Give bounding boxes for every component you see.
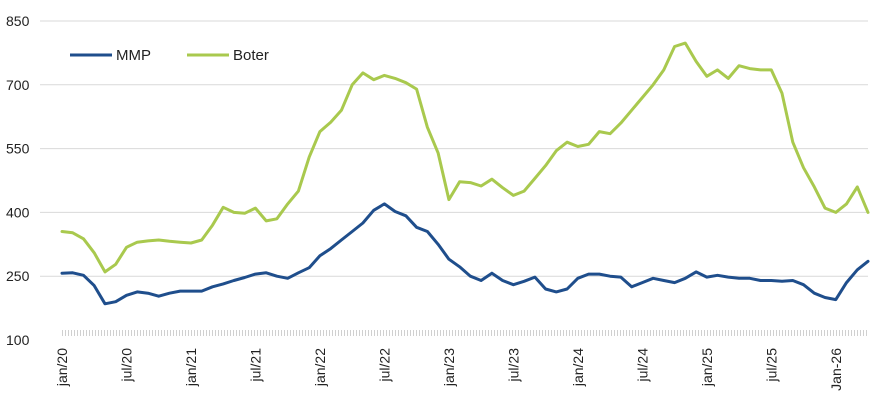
x-tick-label: jan/25 — [699, 348, 715, 387]
gridlines — [40, 20, 868, 277]
x-tick-label: jan/23 — [441, 348, 457, 387]
x-tick-label: jan/22 — [312, 348, 328, 387]
x-tick-label: jul/21 — [247, 348, 263, 383]
y-tick-label: 400 — [6, 204, 30, 220]
series-line-boter — [60, 41, 870, 274]
x-tick-label: jul/23 — [505, 348, 521, 383]
x-tick-label: jan/20 — [54, 348, 70, 387]
series-line-mmp — [60, 202, 870, 306]
x-tick-label: jul/20 — [118, 348, 134, 383]
series-lines — [60, 41, 870, 306]
x-tick-label: jan/21 — [183, 348, 199, 387]
y-tick-label: 100 — [6, 332, 30, 348]
x-tick-label: jul/22 — [376, 348, 392, 383]
x-tick-label: jan/24 — [570, 348, 586, 387]
x-axis-tick-labels: jan/20 jul/20 jan/21 jul/21 jan/22 jul/22 jan/… — [54, 348, 844, 391]
y-tick-label: 850 — [6, 13, 30, 29]
y-tick-label: 700 — [6, 77, 30, 93]
legend-mmp-label: MMP — [116, 47, 151, 64]
y-tick-label: 250 — [6, 268, 30, 284]
y-axis-tick-labels: 100 250 400 550 700 850 — [6, 13, 30, 348]
x-tick-label: Jan-26 — [828, 348, 844, 391]
x-tick-label: jul/25 — [763, 348, 779, 383]
legend-boter-label: Boter — [233, 47, 269, 64]
y-tick-label: 550 — [6, 141, 30, 157]
legend: MMP Boter — [70, 47, 269, 64]
x-tick-label: jul/24 — [634, 348, 650, 383]
